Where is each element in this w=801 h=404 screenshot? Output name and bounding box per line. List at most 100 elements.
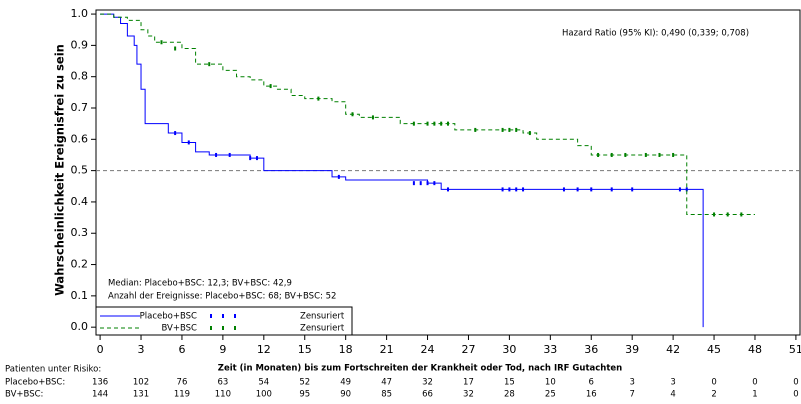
censor-mark (255, 156, 258, 161)
risk-value: 2 (711, 390, 716, 400)
x-axis-label: Zeit (in Monaten) bis zum Fortschreiten … (218, 364, 622, 374)
censor-mark (562, 187, 565, 192)
risk-title: Patienten unter Risiko: (5, 365, 101, 375)
risk-value: 32 (422, 378, 433, 388)
median: Median: Placebo+BSC: 12,3; BV+BSC: 42,9 (108, 279, 292, 289)
censor-mark (419, 181, 422, 186)
censor-mark (440, 121, 443, 126)
x-tick-label: 15 (298, 343, 312, 356)
censor-mark (433, 181, 436, 186)
risk-value: 10 (545, 378, 556, 388)
y-tick-label: 0.7 (71, 101, 89, 114)
y-tick-label: 0.6 (71, 132, 89, 145)
y-tick-label: 0.5 (71, 164, 89, 177)
risk-value: 16 (586, 390, 597, 400)
censor-mark (610, 152, 613, 157)
censor-mark (174, 131, 177, 136)
hazard-ratio: Hazard Ratio (95% KI): 0,490 (0,339; 0,7… (562, 29, 749, 39)
x-tick-label: 0 (97, 343, 104, 356)
censor-mark (426, 121, 429, 126)
censor-mark (644, 152, 647, 157)
censor-mark (474, 127, 477, 132)
censor-mark (515, 187, 518, 192)
risk-value: 131 (133, 390, 149, 400)
censor-mark (249, 156, 252, 161)
x-tick-label: 45 (707, 343, 721, 356)
censor-mark (174, 46, 177, 51)
x-tick-label: 12 (257, 343, 271, 356)
censor-mark (740, 212, 743, 217)
legend-label: Placebo+BSC (140, 312, 197, 322)
risk-value: 6 (589, 378, 594, 388)
x-tick-label: 3 (138, 343, 145, 356)
censor-mark (433, 121, 436, 126)
y-tick-label: 0.4 (71, 195, 89, 208)
censor-mark (515, 127, 518, 132)
censor-mark (678, 187, 681, 192)
x-tick-label: 39 (625, 343, 639, 356)
y-tick-label: 0.1 (71, 289, 89, 302)
risk-value: 54 (258, 378, 269, 388)
y-tick-label: 0.0 (71, 320, 89, 333)
x-tick-label: 9 (219, 343, 226, 356)
risk-value: 0 (711, 378, 716, 388)
legend-censor (234, 314, 236, 318)
plot-frame (95, 9, 801, 336)
legend-censor-label: Zensuriert (300, 324, 345, 334)
risk-value: 15 (504, 378, 515, 388)
risk-value: 28 (504, 390, 515, 400)
risk-value: 144 (92, 390, 108, 400)
risk-value: 52 (299, 378, 310, 388)
risk-value: 76 (177, 378, 188, 388)
risk-value: 47 (381, 378, 392, 388)
censor-mark (528, 131, 531, 136)
censor-mark (447, 187, 449, 192)
risk-value: 136 (92, 378, 108, 388)
censor-mark (522, 187, 525, 192)
x-tick-label: 42 (666, 343, 680, 356)
y-axis-label: Wahrscheinlichkeit Ereignisfrei zu sein (53, 44, 67, 296)
risk-value: 95 (299, 390, 310, 400)
censor-mark (610, 187, 613, 192)
censor-mark (215, 152, 218, 157)
risk-value: 110 (215, 390, 231, 400)
x-tick-label: 36 (584, 343, 598, 356)
risk-value: 1 (752, 390, 757, 400)
censor-mark (412, 121, 415, 126)
censor-mark (508, 187, 511, 192)
risk-value: 49 (340, 378, 351, 388)
risk-value: 3 (629, 378, 634, 388)
legend-censor (210, 314, 212, 318)
km-curve (100, 13, 755, 215)
legend-label: BV+BSC (161, 324, 197, 334)
risk-row-label: BV+BSC: (5, 390, 43, 400)
events: Anzahl der Ereignisse: Placebo+BSC: 68; … (108, 292, 336, 302)
censor-mark (631, 187, 634, 192)
censor-mark (337, 174, 340, 179)
y-tick-label: 0.8 (71, 70, 89, 83)
x-tick-label: 24 (421, 343, 435, 356)
censor-mark (658, 152, 661, 157)
censor-mark (713, 212, 716, 217)
censor-mark (426, 181, 429, 186)
censor-mark (597, 152, 600, 157)
risk-value: 4 (670, 390, 675, 400)
x-tick-label: 18 (339, 343, 353, 356)
censor-mark (501, 127, 504, 132)
censor-mark (447, 121, 449, 126)
censor-mark (160, 40, 163, 45)
y-tick-label: 0.2 (71, 258, 89, 271)
x-tick-label: 51 (789, 343, 801, 356)
censor-mark (412, 181, 415, 186)
censor-mark (624, 152, 627, 157)
x-tick-label: 33 (543, 343, 557, 356)
risk-value: 0 (793, 378, 798, 388)
censor-mark (672, 152, 675, 157)
risk-value: 102 (133, 378, 149, 388)
risk-value: 63 (217, 378, 228, 388)
censor-mark (685, 187, 688, 192)
risk-value: 119 (174, 390, 190, 400)
censor-mark (269, 84, 272, 89)
risk-row-label: Placebo+BSC: (5, 378, 65, 388)
censor-mark (228, 152, 231, 157)
